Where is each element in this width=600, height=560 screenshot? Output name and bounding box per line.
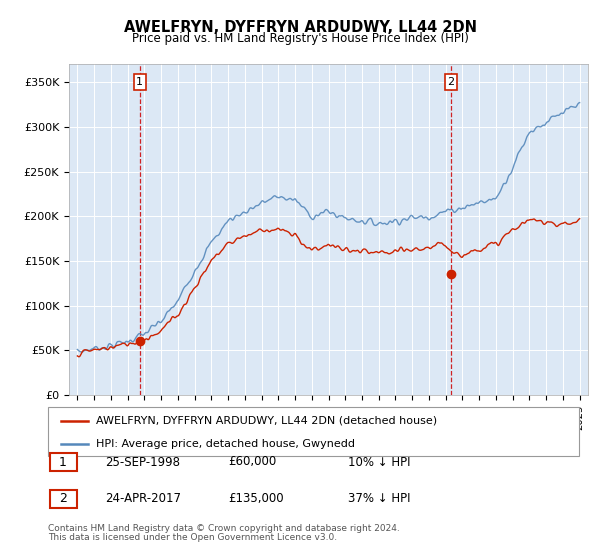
Text: Contains HM Land Registry data © Crown copyright and database right 2024.: Contains HM Land Registry data © Crown c…: [48, 524, 400, 533]
Text: £135,000: £135,000: [228, 492, 284, 506]
Text: Price paid vs. HM Land Registry's House Price Index (HPI): Price paid vs. HM Land Registry's House …: [131, 32, 469, 45]
Text: 1: 1: [136, 77, 143, 87]
Text: HPI: Average price, detached house, Gwynedd: HPI: Average price, detached house, Gwyn…: [96, 438, 355, 449]
FancyBboxPatch shape: [48, 407, 579, 456]
Text: 2: 2: [448, 77, 455, 87]
Text: AWELFRYN, DYFFRYN ARDUDWY, LL44 2DN (detached house): AWELFRYN, DYFFRYN ARDUDWY, LL44 2DN (det…: [96, 416, 437, 426]
Text: 24-APR-2017: 24-APR-2017: [105, 492, 181, 506]
Text: 1: 1: [59, 455, 67, 469]
Text: 25-SEP-1998: 25-SEP-1998: [105, 455, 180, 469]
Text: 10% ↓ HPI: 10% ↓ HPI: [348, 455, 410, 469]
Text: AWELFRYN, DYFFRYN ARDUDWY, LL44 2DN: AWELFRYN, DYFFRYN ARDUDWY, LL44 2DN: [124, 20, 476, 35]
Text: This data is licensed under the Open Government Licence v3.0.: This data is licensed under the Open Gov…: [48, 533, 337, 542]
FancyBboxPatch shape: [49, 453, 77, 471]
Text: 2: 2: [59, 492, 67, 506]
Text: 37% ↓ HPI: 37% ↓ HPI: [348, 492, 410, 506]
Text: £60,000: £60,000: [228, 455, 276, 469]
FancyBboxPatch shape: [49, 490, 77, 508]
